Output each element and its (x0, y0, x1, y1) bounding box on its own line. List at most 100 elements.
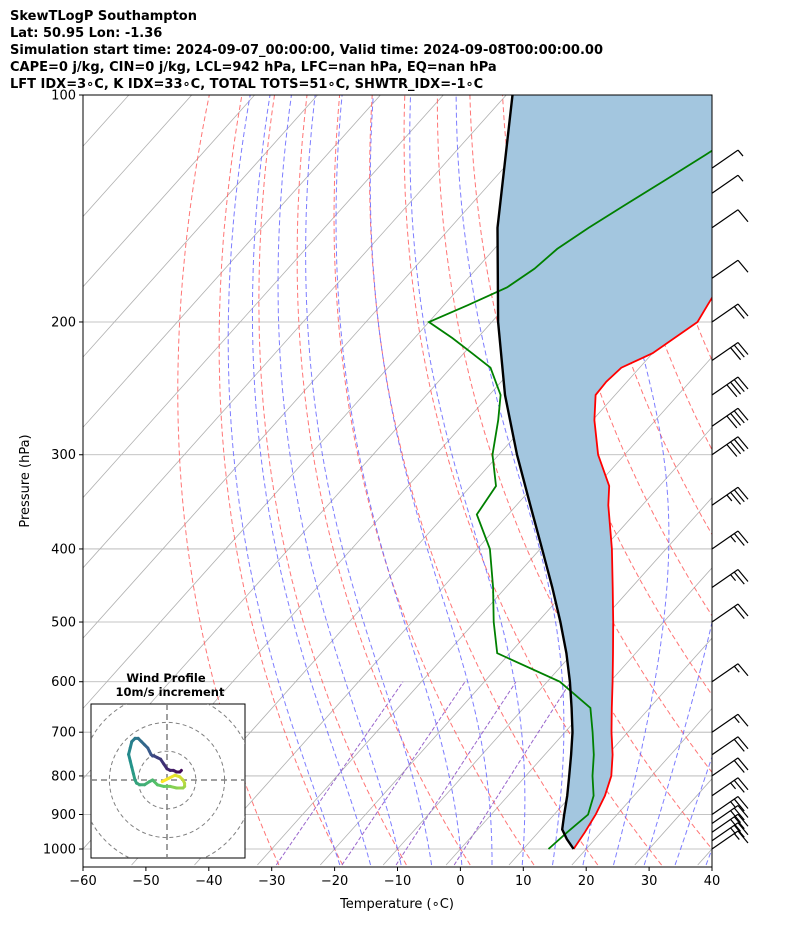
isotherm--150 (83, 95, 193, 218)
cape-fill (497, 95, 712, 849)
wind-barb-feather (730, 491, 742, 505)
wind-barb-feather (737, 805, 749, 818)
wind-barb (711, 436, 749, 457)
x-tick-label: 20 (578, 874, 595, 889)
dry-adiabat (567, 95, 712, 536)
dry-adiabat (403, 95, 662, 866)
dry-adiabat (218, 95, 344, 866)
isotherm-20 (571, 707, 712, 866)
mixing-ratio-line (341, 681, 466, 866)
isotherm--140 (83, 95, 256, 288)
wind-barb-half-feather (737, 149, 744, 157)
dewpoint-line (427, 149, 712, 850)
wind-barb (711, 736, 749, 756)
wind-barb-feather (726, 444, 738, 457)
wind-barb-half-feather (730, 782, 737, 790)
wind-barb (711, 342, 749, 362)
temperature-line (572, 296, 712, 850)
chart-title-block: SkewTLogP Southampton Lat: 50.95 Lon: -1… (10, 8, 603, 93)
axes: −60 −50 −40 −30 −20 −10 0 10 20 30 40 100 200 300 400 5… (43, 89, 720, 890)
wind-barb (711, 804, 749, 824)
y-tick-label: 900 (51, 808, 76, 823)
wind-barb-feather (733, 824, 745, 838)
wind-barb-feather (737, 436, 749, 450)
wind-barb-staff (711, 569, 739, 589)
wind-barb-half-feather (737, 174, 744, 182)
moist-adiabat (277, 95, 402, 866)
wind-barb-staff (711, 259, 739, 279)
wind-barb (711, 376, 749, 398)
wind-barb-feather (737, 777, 749, 791)
moist-adiabat (227, 95, 341, 866)
y-tick-label: 1000 (43, 843, 76, 858)
y-tick-label: 600 (51, 675, 76, 690)
wind-barb-staff (711, 804, 739, 824)
wind-barb-feather (737, 736, 749, 750)
x-tick-label: 0 (456, 874, 464, 889)
x-tick-label: −20 (321, 874, 348, 889)
wind-barb-feather (733, 344, 745, 358)
wind-barb-staff (711, 830, 739, 850)
wind-barb-staff (711, 757, 739, 777)
wind-barb (711, 663, 749, 683)
profile-lines (427, 95, 712, 850)
hodograph-plot (91, 704, 245, 858)
wind-barb (711, 149, 744, 169)
x-tick-label: 40 (704, 874, 721, 889)
wind-barb-staff (711, 736, 739, 756)
wind-barb-staff (711, 663, 739, 683)
wind-barb-feather (737, 376, 749, 390)
wind-barb-staff (711, 209, 739, 229)
isotherm-50 (761, 78, 794, 865)
wind-barb-feather (730, 347, 742, 361)
wind-barb-feather (733, 306, 745, 319)
isotherm--130 (83, 95, 319, 358)
wind-barb-feather (733, 379, 745, 393)
dry-adiabat (177, 95, 280, 866)
x-axis-label: Temperature (∘C) (339, 897, 454, 912)
wind-barb-feather (737, 407, 749, 421)
parcel-line (496, 95, 575, 850)
dry-adiabat (369, 95, 599, 866)
wind-barb-feather (737, 796, 749, 809)
dry-adiabat (727, 78, 794, 865)
wind-barb-staff (711, 342, 739, 362)
wind-barb (711, 259, 749, 279)
wind-barbs (711, 149, 749, 850)
wind-barb (711, 569, 749, 589)
wind-barb-half-feather (730, 801, 737, 809)
wind-barb-feather (737, 569, 749, 582)
wind-barb-staff (711, 603, 739, 623)
wind-barb-feather (730, 441, 742, 455)
y-tick-label: 700 (51, 726, 76, 741)
wind-barb-feather (737, 663, 749, 677)
mixing-ratio-line (395, 681, 517, 866)
wind-barb-feather (737, 303, 749, 317)
isotherm--30 (257, 356, 712, 866)
moist-adiabat (251, 95, 372, 866)
y-tick-label: 300 (51, 448, 76, 463)
wind-barb-feather (733, 760, 745, 773)
wind-barb (711, 530, 749, 550)
wind-barb-half-feather (730, 574, 737, 582)
isotherm--90 (83, 95, 570, 639)
isotherm--50 (131, 215, 712, 866)
wind-barb (711, 174, 744, 194)
title-cape-info: CAPE=0 j/kg, CIN=0 j/kg, LCL=942 hPa, LF… (10, 60, 497, 75)
wind-barb-feather (737, 209, 749, 223)
wind-barb (711, 303, 749, 323)
y-tick-label: 500 (51, 616, 76, 631)
wind-barb-feather (737, 530, 749, 544)
moist-adiabat (586, 95, 670, 866)
dry-adiabat (469, 95, 712, 774)
wind-barb-staff (711, 813, 739, 833)
wind-barb-feather (737, 757, 749, 771)
moist-adiabat (705, 847, 712, 866)
dry-adiabat (258, 95, 407, 866)
isotherm--10 (382, 497, 712, 866)
wind-barb-feather (733, 571, 745, 585)
x-tick-label: −30 (258, 874, 285, 889)
wind-barb-feather (730, 810, 742, 823)
moist-adiabat (455, 95, 565, 866)
